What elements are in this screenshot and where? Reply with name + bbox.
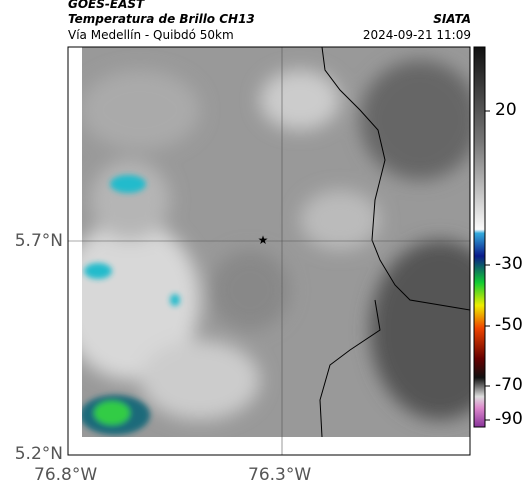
x-axis-label: 76.8°W — [34, 465, 98, 485]
colorbar-label: -70 — [495, 375, 523, 395]
colorbar-label: -30 — [495, 254, 523, 274]
x-axis-label: 76.3°W — [248, 465, 312, 485]
y-axis-label: 5.2°N — [14, 444, 63, 464]
border — [319, 299, 381, 437]
y-axis-label: 5.7°N — [14, 231, 63, 251]
source-title: GOES-EAST — [68, 0, 145, 11]
agency-label: SIATA — [433, 12, 471, 26]
region-label: Vía Medellín - Quibdó 50km — [68, 28, 234, 42]
colorbar-label: -50 — [495, 315, 523, 335]
colorbar-label: 20 — [495, 100, 517, 120]
plot-frame — [67, 46, 471, 456]
colorbar — [473, 46, 486, 428]
location-marker: ★ — [258, 233, 269, 247]
product-title: Temperatura de Brillo CH13 — [68, 12, 255, 26]
border — [321, 47, 470, 311]
timestamp: 2024-09-21 11:09 — [362, 28, 471, 42]
colorbar-label: -90 — [495, 409, 523, 429]
satellite-image — [82, 47, 470, 437]
